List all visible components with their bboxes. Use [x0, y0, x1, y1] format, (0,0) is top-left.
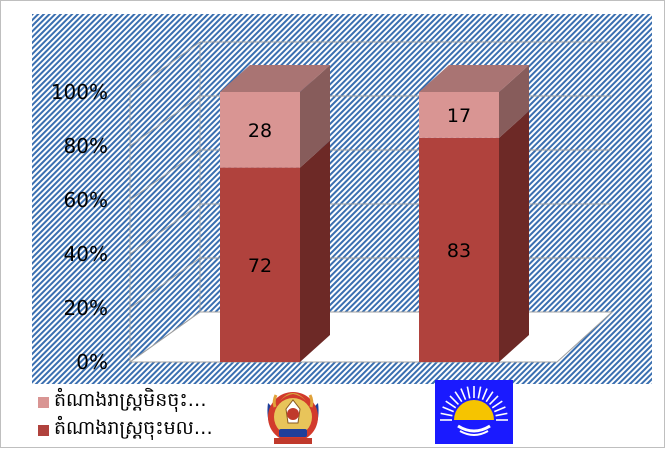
gridline-side — [129, 257, 201, 309]
y-tick-label: 0% — [76, 350, 108, 374]
y-tick-label: 60% — [64, 188, 108, 212]
data-label-2-1: 83 — [447, 240, 471, 262]
bar-side-1-2 — [300, 65, 330, 168]
y-tick-label: 80% — [64, 134, 108, 158]
bar-side-2-2 — [499, 65, 529, 138]
bar-side-2-1 — [499, 110, 529, 363]
legend-item-series-1[interactable]: តំណាងរាស្រ្តចុះមល… — [38, 416, 268, 444]
cpp-emblem-icon — [267, 392, 319, 444]
y-tick-label: 20% — [64, 296, 108, 320]
y-axis-ticks: 0% 20% 40% 60% 80% 100% — [51, 80, 108, 374]
bars — [220, 65, 529, 363]
gridline-side — [129, 95, 201, 147]
data-label-1-1: 72 — [248, 255, 272, 277]
data-label-2-2: 17 — [447, 105, 471, 127]
legend-label-series-1: តំណាងរាស្រ្តចុះមល… — [54, 417, 213, 439]
gridline-side — [129, 41, 201, 93]
bar-top-2 — [419, 65, 529, 92]
legend-swatch-series-1 — [38, 424, 49, 436]
bar-segment-1-1 — [220, 167, 300, 362]
y-tick-label: 100% — [51, 80, 108, 104]
bar-side-1-1 — [300, 140, 330, 362]
plot-area — [32, 14, 652, 384]
bar-segment-2-2 — [419, 92, 499, 138]
bar-segment-2-1 — [419, 137, 499, 362]
bar-segment-1-2 — [220, 92, 300, 168]
chart-floor — [128, 311, 614, 363]
y-tick-label: 40% — [64, 242, 108, 266]
gridline-side — [129, 149, 201, 201]
bar-top-1 — [220, 65, 330, 92]
legend-label-series-2: តំណាងរាស្រ្តមិនចុះ… — [54, 389, 207, 411]
data-label-1-2: 28 — [248, 120, 272, 142]
data-labels: 72 28 83 17 — [248, 105, 471, 277]
gridline-side — [129, 311, 201, 363]
legend: តំណាងរាស្រ្តមិនចុះ… តំណាងរាស្រ្តចុះមល… — [38, 388, 268, 444]
legend-item-series-2[interactable]: តំណាងរាស្រ្តមិនចុះ… — [38, 388, 268, 416]
sun-logo-icon — [435, 380, 513, 444]
legend-swatch-series-2 — [38, 396, 49, 408]
gridline-side — [129, 203, 201, 255]
